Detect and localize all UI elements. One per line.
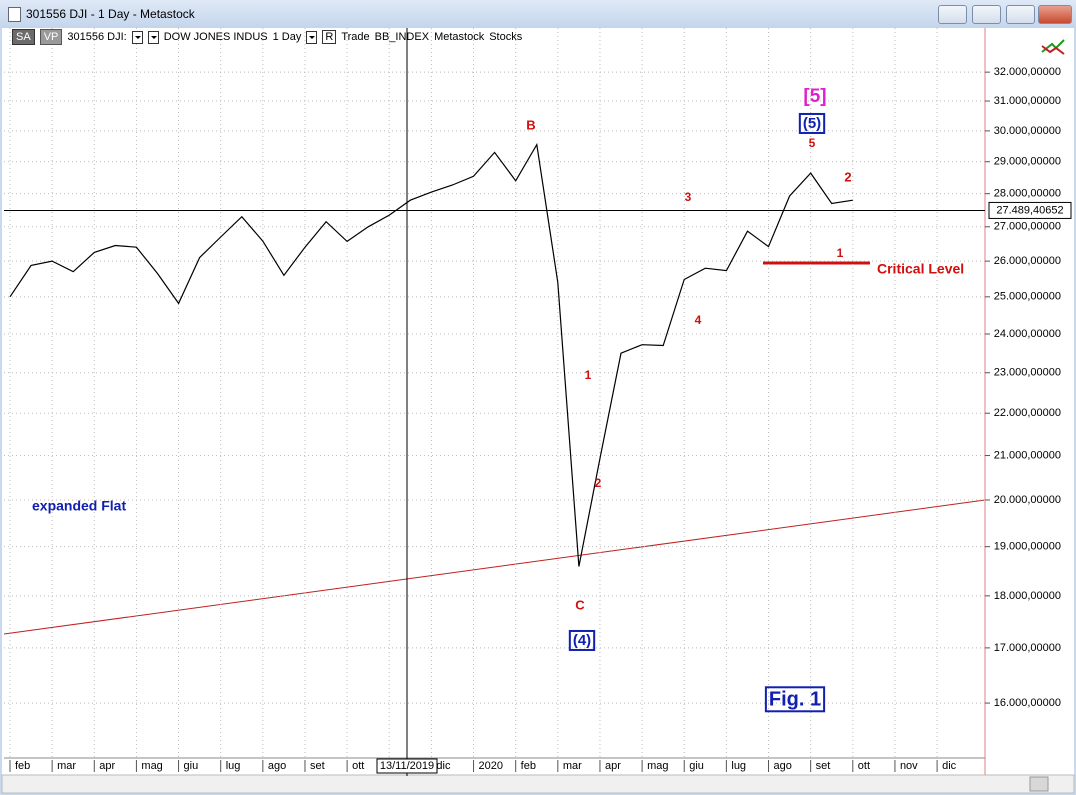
x-tick-label: feb — [15, 760, 30, 772]
wave-label: B — [526, 117, 535, 132]
chart-background — [2, 28, 1074, 775]
y-tick-label: 24.000,00000 — [994, 328, 1061, 340]
crosshair-price: 27.489,40652 — [996, 204, 1063, 216]
wave-label: 1 — [837, 246, 844, 260]
y-tick-label: 25.000,00000 — [994, 291, 1061, 303]
app-icon — [8, 7, 21, 22]
y-tick-label: 23.000,00000 — [994, 367, 1061, 379]
label-box — [568, 629, 596, 651]
x-tick-label: ott — [858, 760, 870, 772]
trade-label: Trade — [341, 31, 370, 43]
close-button[interactable] — [1038, 5, 1072, 24]
y-tick-label: 29.000,00000 — [994, 156, 1061, 168]
wave-label: [5] — [803, 86, 826, 107]
x-tick-label: feb — [521, 760, 536, 772]
y-tick-label: 31.000,00000 — [994, 95, 1061, 107]
window-title: 301556 DJI - 1 Day - Metastock — [26, 7, 195, 21]
y-tick-label: 28.000,00000 — [994, 188, 1061, 200]
chart-toolbar: SA VP 301556 DJI: DOW JONES INDUS 1 Day … — [12, 29, 527, 45]
x-tick-label: ago — [774, 760, 792, 772]
wave-label: (4) — [573, 632, 591, 649]
y-tick-label: 20.000,00000 — [994, 494, 1061, 506]
toolbar-icon[interactable] — [1041, 39, 1065, 55]
y-tick-label: 26.000,00000 — [994, 255, 1061, 267]
label-box — [764, 686, 826, 713]
wave-label: 2 — [595, 476, 602, 490]
vp-button[interactable]: VP — [39, 29, 63, 45]
x-tick-label: apr — [605, 760, 621, 772]
wave-label: 3 — [685, 190, 692, 204]
crosshair-date-box — [376, 758, 438, 774]
y-tick-label: 17.000,00000 — [994, 642, 1061, 654]
title-bar: 301556 DJI - 1 Day - Metastock — [0, 0, 1076, 28]
x-tick-label: giu — [184, 760, 199, 772]
x-tick-label: nov — [900, 760, 918, 772]
exchange: BB_INDEX — [374, 31, 430, 43]
x-tick-label: mag — [647, 760, 668, 772]
y-tick-label: 18.000,00000 — [994, 590, 1061, 602]
restore-chart-button[interactable] — [938, 5, 967, 24]
r-button[interactable]: R — [322, 30, 337, 44]
x-tick-label: lug — [226, 760, 241, 772]
x-tick-label: mar — [563, 760, 582, 772]
x-tick-label: lug — [731, 760, 746, 772]
source: Metastock — [434, 31, 485, 43]
wave-label: 2 — [844, 169, 851, 184]
y-tick-label: 19.000,00000 — [994, 541, 1061, 553]
scrollbar[interactable] — [1, 774, 1075, 794]
wave-label: Critical Level — [877, 261, 964, 277]
x-tick-label: mar — [57, 760, 76, 772]
x-tick-label: 2020 — [479, 760, 503, 772]
y-tick-label: 16.000,00000 — [994, 697, 1061, 709]
y-tick-label: 27.000,00000 — [994, 221, 1061, 233]
wave-label: Fig. 1 — [769, 688, 821, 710]
periodicity: 1 Day — [272, 31, 302, 43]
symbol-dropdown[interactable] — [131, 30, 143, 44]
scroll-thumb[interactable] — [1029, 776, 1049, 792]
x-tick-label: set — [816, 760, 831, 772]
x-tick-label: dic — [436, 760, 451, 772]
y-tick-label: 30.000,00000 — [994, 125, 1061, 137]
minimize-button[interactable] — [972, 5, 1001, 24]
maximize-button[interactable] — [1006, 5, 1035, 24]
y-tick-label: 21.000,00000 — [994, 449, 1061, 461]
indicator-dropdown[interactable] — [147, 30, 159, 44]
x-tick-label: ott — [352, 760, 364, 772]
x-tick-label: giu — [689, 760, 704, 772]
wave-label: expanded Flat — [32, 498, 126, 514]
periodicity-dropdown[interactable] — [306, 30, 318, 44]
wave-label: 1 — [585, 368, 592, 382]
wave-label: (5) — [803, 115, 821, 132]
crosshair-price-box — [988, 201, 1072, 219]
x-tick-label: apr — [99, 760, 115, 772]
price-line — [9, 142, 853, 567]
security-name: DOW JONES INDUS — [163, 31, 268, 43]
x-tick-label: dic — [942, 760, 957, 772]
x-tick-label: ago — [268, 760, 286, 772]
y-tick-label: 32.000,00000 — [994, 66, 1061, 78]
asset-class: Stocks — [489, 31, 523, 43]
symbol: 301556 DJI: — [67, 31, 127, 43]
crosshair-date: 13/11/2019 — [380, 760, 434, 772]
wave-label: 5 — [809, 136, 816, 150]
wave-label: 4 — [695, 313, 702, 327]
x-tick-label: set — [310, 760, 325, 772]
x-tick-label: mag — [141, 760, 162, 772]
sa-button[interactable]: SA — [12, 29, 35, 45]
y-tick-label: 22.000,00000 — [994, 407, 1061, 419]
label-box — [798, 112, 826, 134]
trend-line — [3, 499, 986, 635]
wave-label: C — [575, 597, 585, 612]
